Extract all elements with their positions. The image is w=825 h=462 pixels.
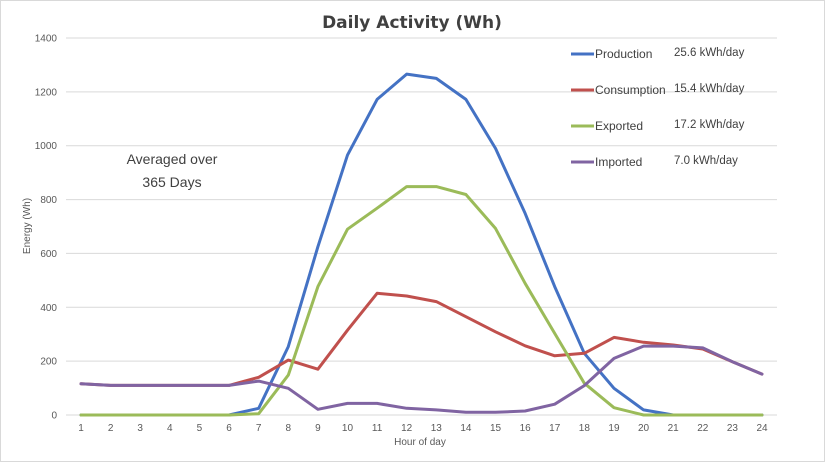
legend-label-consumption: Consumption	[595, 83, 666, 97]
x-axis-label: Hour of day	[394, 437, 446, 448]
x-tick-label: 2	[108, 423, 114, 434]
y-axis-label: Energy (Wh)	[22, 198, 33, 254]
x-tick-label: 8	[285, 423, 291, 434]
x-tick-label: 14	[460, 423, 472, 434]
x-tick-label: 3	[137, 423, 143, 434]
y-tick-label: 1000	[35, 141, 58, 152]
x-tick-label: 4	[167, 423, 173, 434]
y-tick-label: 200	[40, 357, 57, 368]
x-tick-label: 10	[342, 423, 354, 434]
x-tick-label: 12	[401, 423, 413, 434]
y-tick-label: 800	[40, 195, 57, 206]
x-tick-label: 21	[668, 423, 680, 434]
x-tick-label: 1	[78, 423, 84, 434]
x-tick-label: 22	[697, 423, 709, 434]
legend: Production 25.6 kWh/day Consumption 15.4 kW…	[571, 47, 745, 169]
x-tick-label: 6	[226, 423, 232, 434]
series-line-exported	[79, 185, 764, 417]
y-tick-label: 1200	[35, 87, 58, 98]
y-tick-label: 1400	[35, 34, 58, 45]
x-tick-label: 20	[638, 423, 650, 434]
x-tick-label: 24	[756, 423, 768, 434]
x-axis-ticks: 1 2 3 4 5 6 7 8 9 10 11 12 13 14 15 16 17 18 19 20 21 22 23 24	[78, 423, 768, 434]
x-tick-label: 9	[315, 423, 321, 434]
legend-label-imported: Imported	[595, 155, 642, 169]
legend-summary-imported: 7.0 kWh/day	[674, 155, 738, 167]
x-tick-label: 19	[608, 423, 620, 434]
legend-summary-production: 25.6 kWh/day	[674, 47, 745, 59]
y-tick-label: 600	[40, 249, 57, 260]
legend-label-exported: Exported	[595, 119, 643, 133]
x-tick-label: 7	[256, 423, 262, 434]
annotation-line-2: 365 Days	[142, 174, 201, 190]
annotation-line-1: Averaged over	[127, 151, 218, 167]
y-axis-ticks: 0 200 400 600 800 1000 1200 1400	[35, 34, 58, 422]
y-tick-label: 0	[51, 411, 57, 422]
chart-title: Daily Activity (Wh)	[322, 13, 502, 33]
series-lines	[79, 72, 764, 417]
x-tick-label: 16	[520, 423, 532, 434]
y-tick-label: 400	[40, 303, 57, 314]
x-tick-label: 23	[727, 423, 739, 434]
legend-summary-consumption: 15.4 kWh/day	[674, 83, 745, 95]
legend-summary-exported: 17.2 kWh/day	[674, 119, 745, 131]
x-tick-label: 17	[549, 423, 561, 434]
series-line-production	[79, 72, 764, 417]
series-line-imported	[79, 344, 764, 414]
x-tick-label: 15	[490, 423, 502, 434]
x-tick-label: 18	[579, 423, 591, 434]
legend-label-production: Production	[595, 47, 652, 61]
x-tick-label: 13	[431, 423, 443, 434]
gridlines	[66, 37, 777, 416]
x-tick-label: 11	[372, 423, 383, 434]
x-tick-label: 5	[197, 423, 203, 434]
